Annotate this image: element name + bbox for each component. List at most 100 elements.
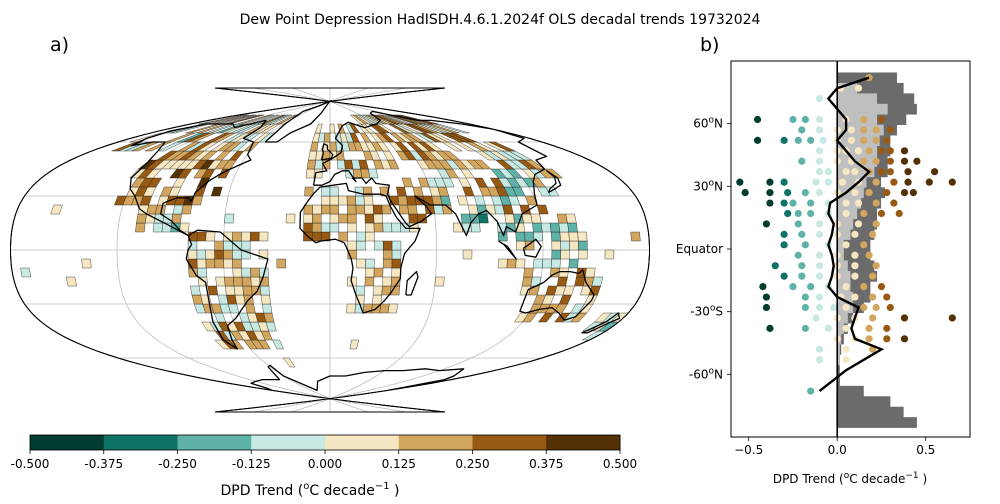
trend-box bbox=[329, 195, 339, 206]
data-point bbox=[900, 157, 909, 165]
data-point bbox=[904, 168, 912, 176]
data-point bbox=[851, 189, 859, 197]
zonal-panel: −0.5 0.0 0.5 60oN 30oN Equator -30oS -60oN DPD… bbox=[676, 60, 971, 486]
trend-box bbox=[205, 123, 238, 134]
trend-box bbox=[519, 204, 532, 215]
data-point bbox=[842, 324, 850, 332]
data-point bbox=[766, 189, 774, 197]
data-point bbox=[869, 272, 877, 280]
data-point bbox=[886, 168, 894, 176]
land-fraction-bar bbox=[837, 417, 917, 428]
trend-box bbox=[304, 186, 314, 197]
data-point bbox=[766, 324, 774, 332]
data-point bbox=[860, 241, 868, 249]
trend-box bbox=[382, 240, 393, 251]
trend-box bbox=[545, 186, 560, 197]
trend-box bbox=[312, 222, 322, 233]
trend-box bbox=[233, 285, 244, 296]
trend-box bbox=[321, 204, 331, 215]
data-point bbox=[886, 157, 894, 165]
data-point bbox=[801, 241, 809, 249]
data-point bbox=[860, 157, 868, 165]
data-point bbox=[794, 136, 802, 144]
trend-box bbox=[488, 141, 516, 152]
trend-box bbox=[329, 123, 336, 134]
colorbar-segment bbox=[472, 435, 547, 450]
data-point bbox=[948, 178, 956, 186]
trend-box bbox=[559, 231, 570, 242]
data-point bbox=[851, 262, 859, 270]
zonal-y-ticks: 60oN 30oN Equator -30oS -60oN bbox=[676, 116, 731, 381]
data-point bbox=[784, 189, 792, 197]
data-point bbox=[872, 262, 880, 270]
data-point bbox=[886, 126, 894, 134]
colorbar-segment bbox=[546, 435, 621, 450]
trend-box bbox=[308, 150, 318, 161]
data-point bbox=[780, 241, 788, 249]
data-point bbox=[842, 303, 850, 312]
data-point bbox=[784, 209, 792, 218]
trend-box bbox=[232, 267, 243, 278]
trend-box bbox=[551, 249, 562, 260]
trend-box bbox=[630, 231, 641, 242]
trend-box bbox=[523, 267, 534, 278]
trend-box bbox=[504, 213, 516, 224]
data-point bbox=[877, 283, 886, 291]
colorbar-label: DPD Trend (oC decade−1 ) bbox=[221, 481, 400, 499]
trend-box bbox=[232, 231, 242, 242]
trend-box bbox=[188, 132, 216, 143]
y-tick-label: 60oN bbox=[693, 116, 723, 131]
trend-box bbox=[391, 258, 402, 269]
trend-box bbox=[347, 222, 357, 233]
trend-box bbox=[560, 240, 570, 251]
trend-box bbox=[272, 339, 285, 350]
data-point bbox=[762, 303, 771, 312]
data-point bbox=[807, 283, 815, 291]
data-point bbox=[815, 356, 824, 364]
trend-box bbox=[497, 258, 508, 269]
trend-box bbox=[440, 195, 452, 206]
data-point bbox=[842, 209, 850, 218]
trend-box bbox=[147, 177, 163, 188]
trend-box bbox=[604, 249, 615, 260]
data-point bbox=[798, 272, 806, 280]
trend-box bbox=[584, 267, 596, 278]
trend-box bbox=[346, 303, 356, 314]
trend-box bbox=[433, 204, 444, 215]
coastline-antarctica bbox=[250, 364, 465, 392]
trend-box bbox=[530, 276, 542, 287]
obs-fraction-bar bbox=[837, 323, 844, 334]
trend-box bbox=[165, 132, 196, 143]
trend-box bbox=[356, 240, 366, 251]
colorbar-tick-label: 0.000 bbox=[308, 457, 342, 471]
data-point bbox=[798, 262, 806, 270]
trend-box bbox=[249, 231, 260, 242]
obs-fraction-bar bbox=[837, 82, 858, 94]
data-point bbox=[851, 230, 859, 238]
trend-box bbox=[391, 249, 402, 260]
trend-box bbox=[329, 222, 339, 233]
data-point bbox=[854, 84, 863, 92]
data-point bbox=[824, 178, 832, 186]
coastline-japan bbox=[546, 170, 562, 193]
obs-fraction-bar bbox=[837, 291, 854, 303]
trend-box bbox=[356, 258, 366, 269]
colorbar-tick-label: 0.375 bbox=[529, 457, 563, 471]
data-point bbox=[815, 230, 824, 238]
trend-box bbox=[251, 285, 262, 296]
data-point bbox=[815, 168, 824, 176]
trend-box bbox=[578, 249, 588, 260]
data-point bbox=[886, 147, 894, 155]
data-point bbox=[872, 220, 880, 228]
data-point bbox=[815, 157, 824, 165]
trend-box bbox=[329, 186, 339, 197]
data-point bbox=[798, 230, 806, 238]
colorbar-tick-label: -0.125 bbox=[232, 457, 271, 471]
trend-box bbox=[365, 258, 375, 269]
trend-box bbox=[396, 186, 407, 197]
panel-a-label: a) bbox=[50, 34, 69, 56]
trend-box bbox=[303, 213, 313, 224]
trend-box bbox=[536, 204, 549, 215]
data-point bbox=[736, 178, 744, 186]
trend-box bbox=[473, 177, 488, 188]
